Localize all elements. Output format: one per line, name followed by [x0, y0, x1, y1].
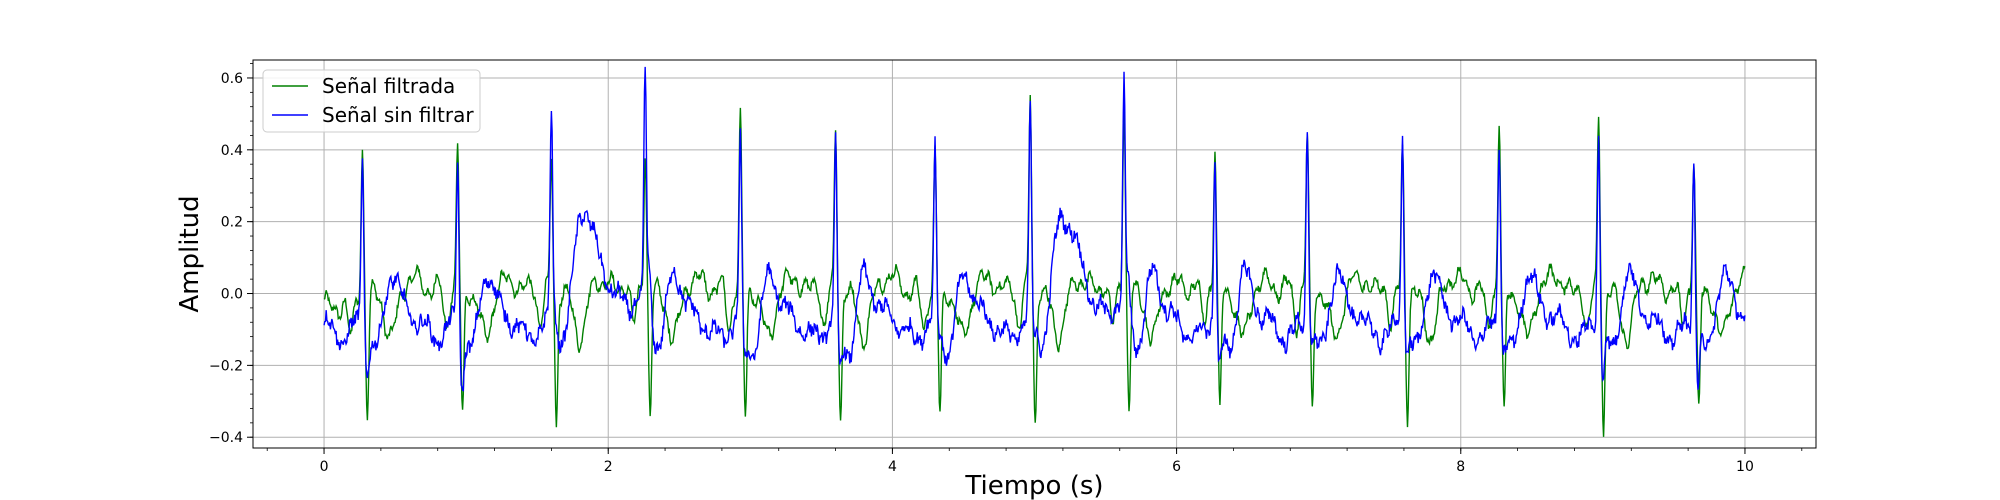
plot-lines	[323, 66, 1746, 437]
legend-box	[262, 69, 481, 133]
x-axis-label: Tiempo (s)	[964, 471, 1103, 500]
axis-ticks: 0 2 4 6 8 10 −0.4 −0.2 0.0 0.2 0.4 0.6	[209, 63, 1803, 475]
grid	[253, 60, 1816, 448]
x-tick-label: 0	[320, 459, 329, 475]
x-tick-label: 6	[1172, 459, 1181, 475]
x-tick-label: 2	[604, 459, 613, 475]
plot-frame	[252, 59, 1817, 449]
y-tick-label: 0.0	[221, 287, 243, 303]
y-tick-label: −0.2	[209, 358, 243, 374]
y-tick-label: −0.4	[209, 430, 243, 446]
legend-label-raw: Señal sin filtrar	[322, 103, 474, 127]
x-tick-label: 8	[1456, 459, 1465, 475]
series-line-filtered	[323, 95, 1746, 437]
y-tick-label: 0.2	[221, 215, 243, 231]
x-tick-label: 4	[888, 459, 897, 475]
x-tick-label: 10	[1736, 459, 1754, 475]
legend: Señal filtrada Señal sin filtrar	[262, 69, 481, 133]
y-axis-label: Amplitud	[175, 195, 205, 312]
y-tick-label: 0.6	[221, 71, 243, 87]
y-tick-label: 0.4	[221, 143, 243, 159]
legend-label-filtered: Señal filtrada	[322, 74, 455, 98]
series-line-raw	[323, 66, 1746, 392]
